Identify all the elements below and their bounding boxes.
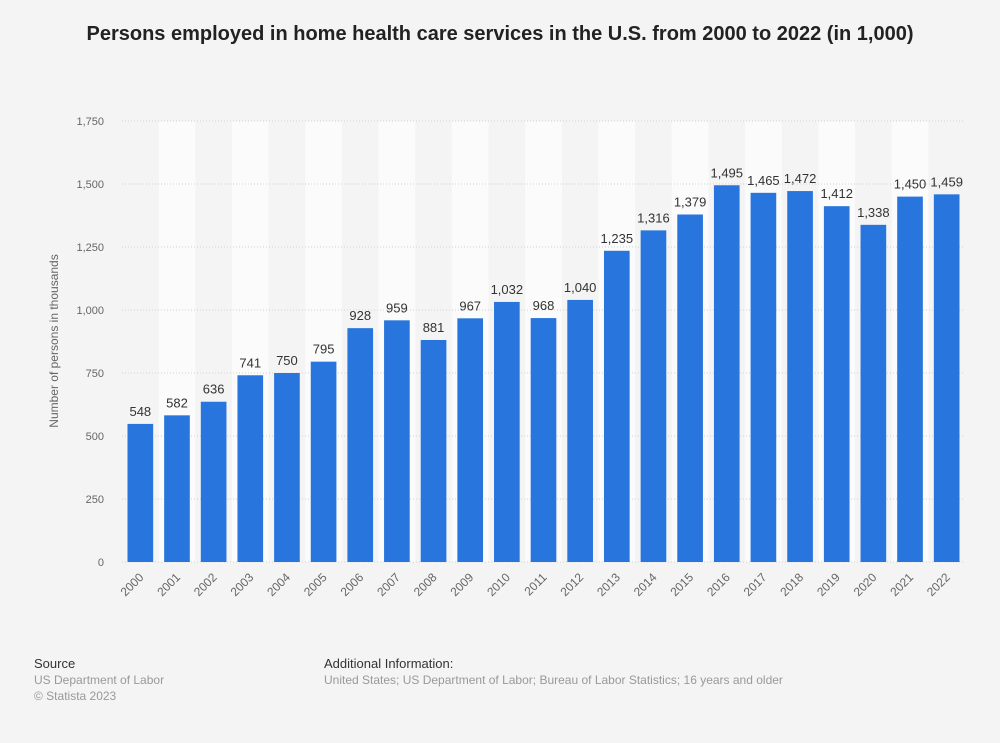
bar [457, 318, 484, 562]
bar [787, 191, 813, 562]
y-tick-label: 1,500 [76, 179, 104, 191]
bar [640, 230, 667, 563]
x-tick-label: 2005 [301, 570, 330, 599]
y-tick-label: 250 [86, 494, 104, 506]
bar-value-label: 1,379 [674, 194, 707, 209]
x-tick-label: 2012 [557, 570, 586, 599]
x-tick-label: 2002 [191, 570, 220, 599]
x-tick-label: 2014 [631, 570, 660, 599]
bar [420, 339, 447, 562]
bar [603, 250, 630, 562]
bar-value-label: 741 [239, 355, 261, 370]
x-tick-label: 2016 [704, 570, 733, 599]
x-tick-label: 2018 [777, 570, 806, 599]
bar [200, 401, 227, 562]
bar-value-label: 1,495 [710, 165, 743, 180]
x-tick-label: 2021 [887, 570, 916, 599]
bar [274, 373, 300, 562]
bar [713, 185, 740, 562]
x-tick-label: 2003 [228, 570, 257, 599]
y-tick-label: 0 [98, 557, 104, 569]
bar-value-label: 636 [203, 382, 225, 397]
y-tick-label: 1,000 [76, 305, 104, 317]
bar-value-label: 959 [386, 300, 408, 315]
bar [933, 194, 960, 562]
bar-value-label: 548 [129, 404, 151, 419]
bar-value-label: 1,316 [637, 210, 670, 225]
bar-value-label: 968 [533, 298, 555, 313]
x-tick-label: 2009 [448, 570, 477, 599]
bar [750, 192, 777, 562]
bar-value-label: 1,459 [930, 174, 963, 189]
x-tick-label: 2006 [338, 570, 367, 599]
x-tick-label: 2004 [264, 570, 293, 599]
bar-value-label: 795 [313, 342, 335, 357]
source-line: US Department of Labor [34, 673, 165, 687]
bar [310, 361, 337, 562]
bar [494, 301, 520, 562]
bar-value-label: 928 [349, 308, 371, 323]
y-tick-label: 1,250 [76, 242, 104, 254]
x-tick-label: 2008 [411, 570, 440, 599]
bar-value-label: 582 [166, 395, 188, 410]
bar-value-label: 1,465 [747, 173, 780, 188]
x-tick-label: 2011 [521, 570, 549, 598]
copyright-line: © Statista 2023 [34, 689, 117, 703]
x-tick-label: 2001 [154, 570, 183, 599]
bar [860, 224, 887, 562]
bar-value-label: 1,412 [820, 186, 853, 201]
x-tick-label: 2020 [851, 570, 880, 599]
y-axis-label: Number of persons in thousands [47, 254, 61, 427]
bar-value-label: 1,032 [491, 282, 524, 297]
bar [384, 320, 410, 562]
info-heading: Additional Information: [324, 656, 454, 671]
x-tick-label: 2000 [118, 570, 147, 599]
bar [237, 375, 264, 562]
bar [164, 415, 190, 562]
source-heading: Source [34, 656, 76, 671]
bar [823, 206, 850, 562]
bar [127, 423, 154, 562]
bar-value-label: 881 [423, 320, 445, 335]
bar-value-label: 1,235 [601, 231, 634, 246]
bar [567, 299, 593, 562]
footer-source: Source US Department of Labor © Statista… [34, 656, 164, 704]
x-tick-label: 2013 [594, 570, 623, 599]
x-tick-label: 2010 [484, 570, 513, 599]
x-tick-label: 2019 [814, 570, 843, 599]
y-tick-label: 1,750 [76, 116, 104, 128]
x-tick-label: 2007 [374, 570, 403, 599]
bar [347, 328, 374, 562]
chart-title: Persons employed in home health care ser… [86, 23, 914, 45]
bar-value-label: 750 [276, 353, 298, 368]
x-tick-label: 2022 [924, 570, 953, 599]
bar-value-label: 967 [459, 298, 481, 313]
info-text: United States; US Department of Labor; B… [324, 673, 783, 687]
footer-additional-info: Additional Information: United States; U… [324, 656, 783, 688]
y-tick-label: 750 [86, 368, 104, 380]
bar-value-label: 1,040 [564, 280, 597, 295]
bar-value-label: 1,338 [857, 205, 890, 220]
x-tick-label: 2017 [741, 570, 770, 599]
bar-value-label: 1,450 [894, 177, 927, 192]
x-tick-label: 2015 [667, 570, 696, 599]
y-tick-label: 500 [86, 431, 104, 443]
bar [677, 214, 703, 562]
bar-value-label: 1,472 [784, 171, 817, 186]
bar [530, 318, 557, 562]
bar [897, 196, 923, 562]
